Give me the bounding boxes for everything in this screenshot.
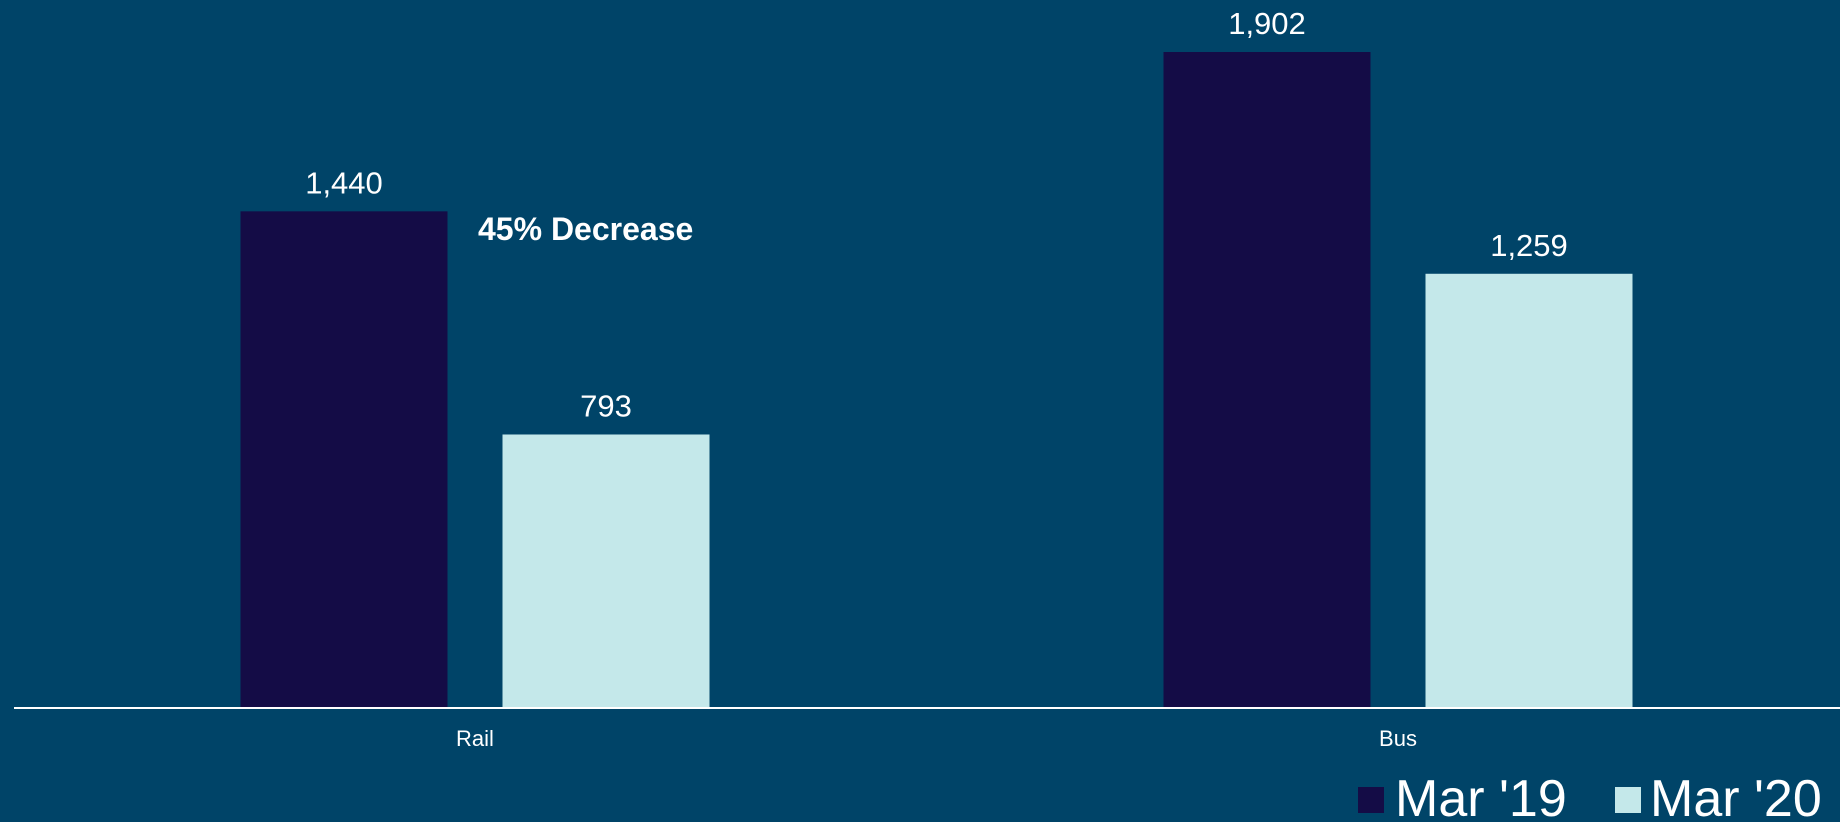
bar-rail-mar-20 — [502, 434, 710, 708]
bars-group — [240, 52, 1633, 708]
bar-bus-mar-19 — [1163, 52, 1371, 708]
legend-swatch-mar-19 — [1358, 787, 1384, 813]
category-labels-group: Rail Bus — [456, 726, 1417, 751]
value-label-rail-mar-20: 793 — [580, 388, 632, 423]
bar-bus-mar-20 — [1425, 273, 1633, 708]
legend: Mar '19 Mar '20 — [1358, 770, 1822, 822]
decrease-annotation: 45% Decrease — [478, 211, 693, 247]
category-label-bus: Bus — [1379, 726, 1417, 751]
category-label-rail: Rail — [456, 726, 494, 751]
legend-swatch-mar-20 — [1615, 787, 1641, 813]
legend-label-mar-19: Mar '19 — [1395, 770, 1567, 822]
legend-label-mar-20: Mar '20 — [1650, 770, 1822, 822]
value-label-bus-mar-19: 1,902 — [1228, 6, 1306, 41]
value-label-rail-mar-19: 1,440 — [305, 165, 383, 200]
value-label-bus-mar-20: 1,259 — [1490, 228, 1568, 263]
bar-rail-mar-19 — [240, 211, 448, 708]
value-labels-group: 1,440 793 1,902 1,259 — [305, 6, 1568, 423]
